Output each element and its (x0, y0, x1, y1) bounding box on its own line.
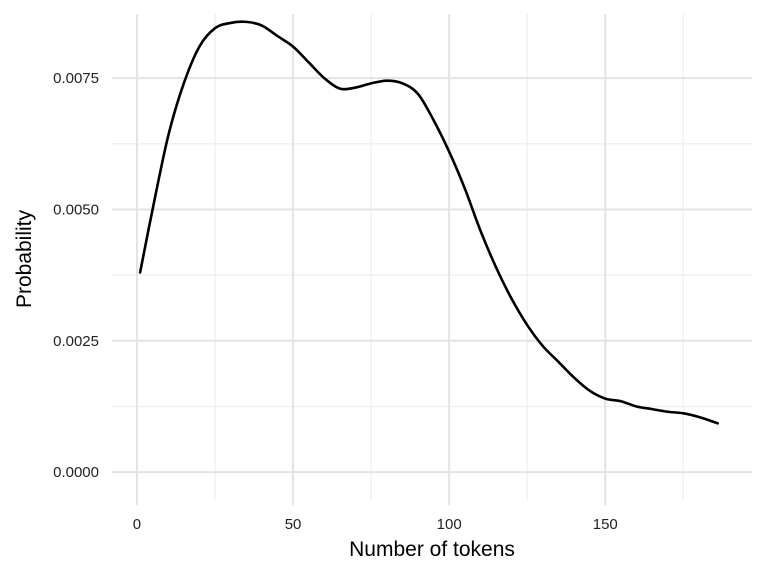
x-axis-tick-labels: 0 50 100 150 (133, 516, 618, 533)
x-tick-label: 50 (285, 516, 302, 533)
x-tick-label: 0 (133, 516, 141, 533)
y-axis-title: Probability (13, 209, 36, 308)
y-tick-label: 0.0025 (53, 333, 99, 350)
y-tick-label: 0.0075 (53, 70, 99, 87)
x-tick-label: 100 (437, 516, 462, 533)
y-tick-label: 0.0050 (53, 201, 99, 218)
y-tick-label: 0.0000 (53, 464, 99, 481)
x-axis-title: Number of tokens (349, 538, 515, 561)
y-axis-tick-labels: 0.0000 0.0025 0.0050 0.0075 (53, 70, 99, 481)
density-line (140, 22, 718, 424)
x-axis-tick-marks (137, 500, 605, 505)
x-tick-label: 150 (593, 516, 618, 533)
minor-gridlines-y (112, 144, 752, 407)
